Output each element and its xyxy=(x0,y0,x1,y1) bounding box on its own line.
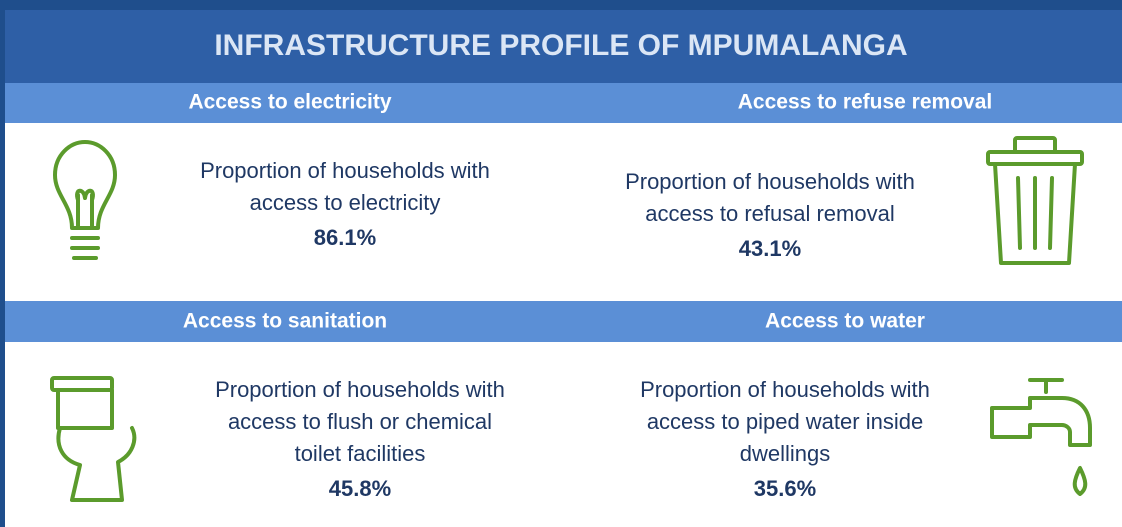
header-bar xyxy=(5,83,1122,123)
title-bar xyxy=(5,10,1122,83)
section-description: access to flush or chemical xyxy=(228,409,492,434)
section-heading: Access to refuse removal xyxy=(738,91,992,114)
section-heading: Access to water xyxy=(765,310,925,333)
tap-icon xyxy=(990,378,1092,496)
section-description: toilet facilities xyxy=(295,441,426,466)
section-description: access to refusal removal xyxy=(645,201,894,226)
section-value: 86.1% xyxy=(314,225,376,250)
title: INFRASTRUCTURE PROFILE OF MPUMALANGA xyxy=(214,29,907,62)
section-heading: Access to electricity xyxy=(188,91,391,114)
section-description: dwellings xyxy=(740,441,831,466)
top-border xyxy=(0,0,1122,10)
section-description: Proportion of households with xyxy=(215,377,505,402)
left-border xyxy=(0,0,5,527)
section-description: access to piped water inside xyxy=(647,409,923,434)
section-description: Proportion of households with xyxy=(640,377,930,402)
section-value: 43.1% xyxy=(739,236,801,261)
section-description: Proportion of households with xyxy=(625,169,915,194)
bulb-icon xyxy=(53,140,117,260)
toilet-icon xyxy=(50,376,137,502)
section-value: 45.8% xyxy=(329,476,391,501)
section-description: access to electricity xyxy=(250,190,441,215)
trash-icon xyxy=(986,136,1084,265)
section-description: Proportion of households with xyxy=(200,158,490,183)
section-heading: Access to sanitation xyxy=(183,310,387,333)
header-bar xyxy=(5,301,1122,342)
section-value: 35.6% xyxy=(754,476,816,501)
